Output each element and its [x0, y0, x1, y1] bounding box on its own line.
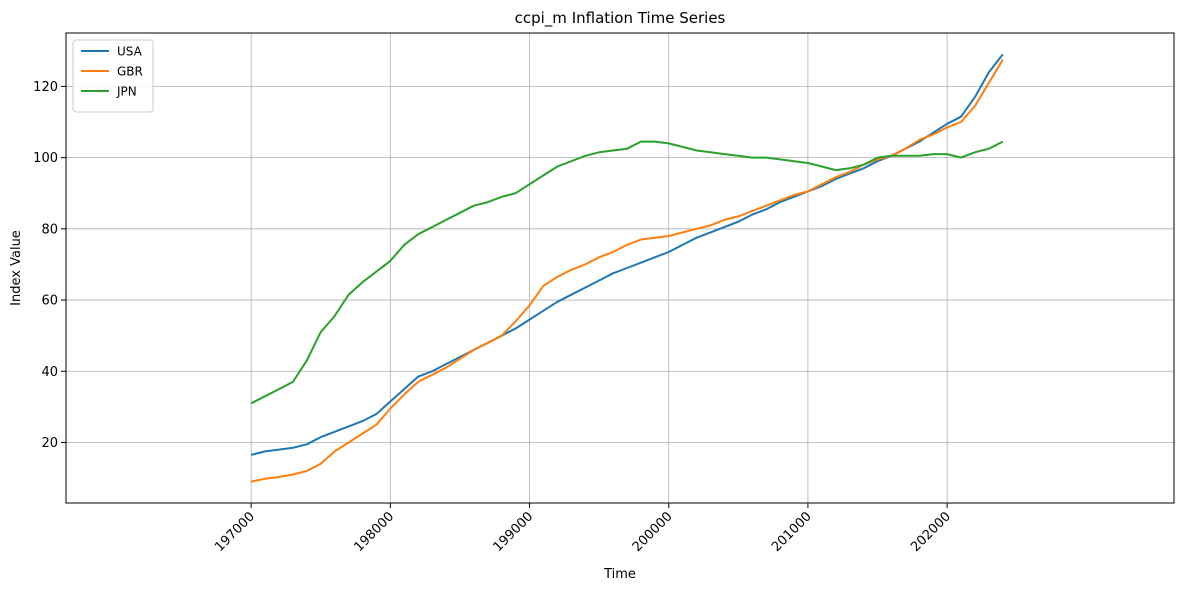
x-tick-label: 197000: [212, 509, 258, 555]
chart-title: ccpi_m Inflation Time Series: [515, 9, 726, 28]
grid: [66, 33, 1174, 503]
x-axis-label: Time: [603, 567, 636, 582]
series-line-usa: [250, 53, 1004, 456]
series-line-gbr: [250, 59, 1004, 483]
x-tick-label: 200000: [630, 509, 676, 555]
legend-label-gbr: GBR: [117, 65, 143, 79]
y-tick-label: 100: [33, 151, 58, 166]
y-tick-label: 40: [41, 365, 58, 380]
x-tick-label: 198000: [351, 509, 397, 555]
legend-box: [72, 39, 154, 113]
y-tick-label: 60: [41, 294, 58, 309]
axis-ticks: 197000 198000 199000 200000 201000 202000 20 40…: [33, 80, 954, 555]
legend-label-jpn: JPN: [116, 85, 137, 99]
y-tick-label: 80: [41, 222, 58, 237]
series-line-jpn: [250, 140, 1004, 405]
y-tick-label: 20: [41, 436, 58, 451]
legend: USA GBR JPN: [72, 39, 154, 113]
x-tick-label: 202000: [908, 509, 954, 555]
series-lines: [250, 53, 1004, 483]
y-tick-label: 120: [33, 80, 58, 95]
legend-label-usa: USA: [117, 45, 143, 59]
plot-area-frame: [65, 32, 1175, 504]
x-tick-label: 199000: [491, 509, 537, 555]
y-axis-label: Index Value: [9, 230, 24, 306]
x-tick-label: 201000: [769, 509, 815, 555]
